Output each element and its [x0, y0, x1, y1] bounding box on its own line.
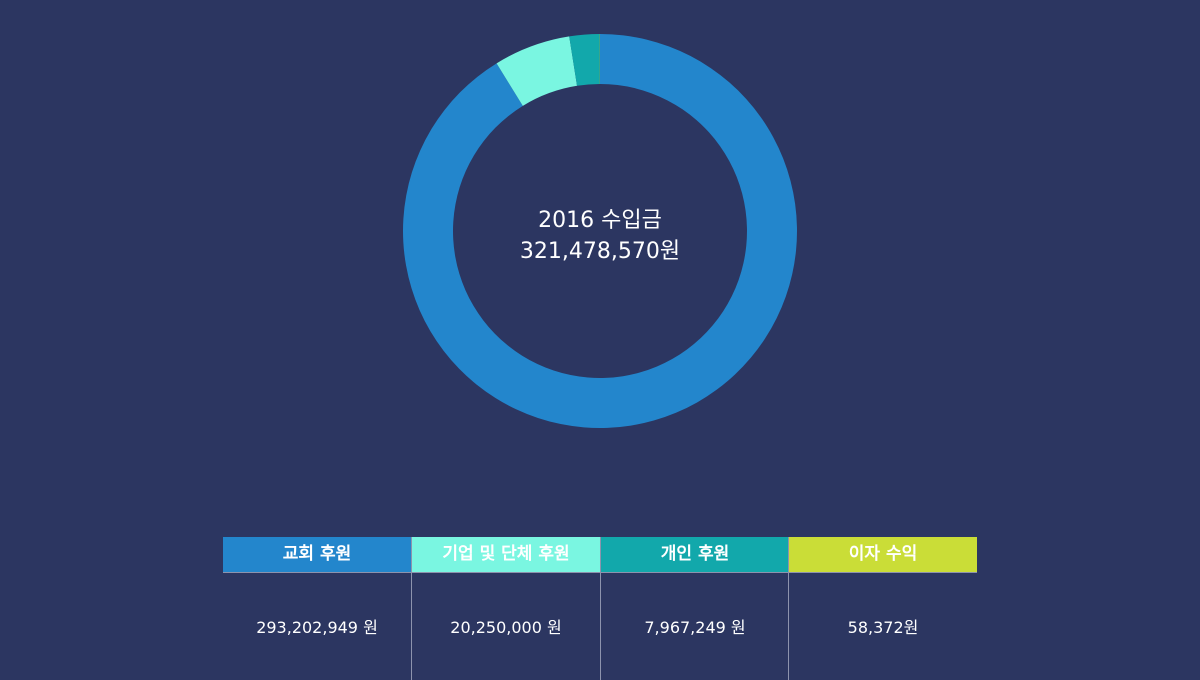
- legend-value-interest: 58,372원: [847, 618, 919, 637]
- legend-header-church: 교회 후원: [223, 537, 411, 573]
- slice-corporate: [496, 36, 578, 106]
- legend-column-interest: 이자 수익 58,372원: [788, 537, 977, 680]
- legend-header-individual: 개인 후원: [601, 537, 789, 573]
- legend-column-individual: 개인 후원 7,967,249 원: [600, 537, 789, 680]
- legend-value-individual: 7,967,249 원: [644, 618, 746, 637]
- legend-header-interest: 이자 수익: [789, 537, 977, 573]
- legend-value-church: 293,202,949 원: [256, 618, 378, 637]
- chart-total: 321,478,570원: [519, 239, 681, 264]
- legend-column-corporate: 기업 및 단체 후원 20,250,000 원: [411, 537, 600, 680]
- legend-table: 교회 후원 293,202,949 원 기업 및 단체 후원 20,250,00…: [223, 537, 977, 680]
- legend-value-corporate: 20,250,000 원: [450, 618, 562, 637]
- legend-column-church: 교회 후원 293,202,949 원: [223, 537, 411, 680]
- legend-header-corporate: 기업 및 단체 후원: [412, 537, 600, 573]
- slice-individual: [569, 34, 600, 86]
- chart-title: 2016 수입금: [538, 208, 662, 233]
- donut-chart: [403, 34, 797, 428]
